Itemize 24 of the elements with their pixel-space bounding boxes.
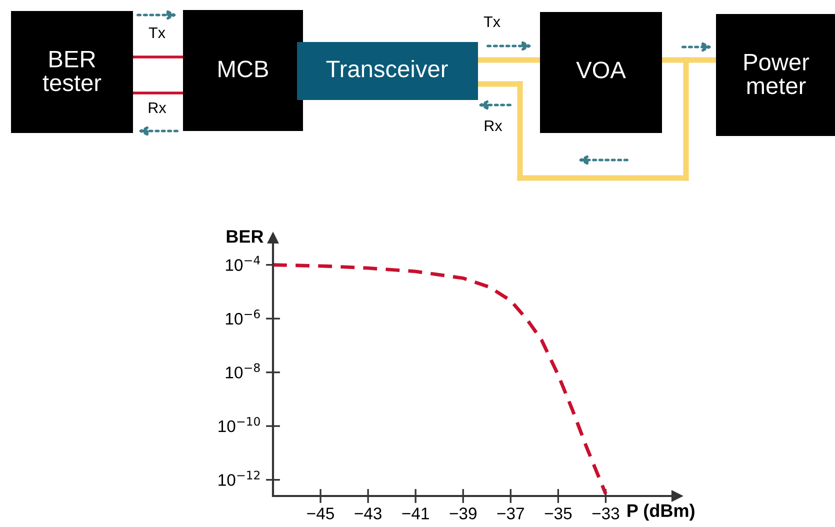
y-axis-title: BER [226,230,264,243]
x-tick-label: −35 [544,508,572,520]
text: Rx [484,120,502,131]
x-tick-label: −41 [402,508,429,520]
text: Transceiver [326,60,448,78]
x-tick-label: −39 [450,508,476,520]
x-axis-title: P (dBm) [628,504,694,521]
text: Tx [148,27,166,38]
x-tick-label: −45 [307,508,334,520]
text: Power meter [744,54,810,94]
y-tick-label: 10$^{−6}$ [226,309,260,325]
y-tick-label: 10$^{−10}$ [218,416,260,432]
y-tick-label: 10$^{−8}$ [226,363,260,378]
text: Tx [484,16,500,27]
line-series [273,263,608,496]
text: MCB [218,60,268,78]
text: VOA [576,62,626,78]
text: Rx [148,102,166,113]
y-tick-label: 10$^{−4}$ [226,256,260,271]
text: BER tester [42,51,102,92]
x-tick-label: −33 [592,508,620,520]
y-tick-label: 10$^{−12}$ [218,470,260,486]
x-tick-label: −37 [497,508,524,520]
x-tick-label: −43 [354,508,382,520]
